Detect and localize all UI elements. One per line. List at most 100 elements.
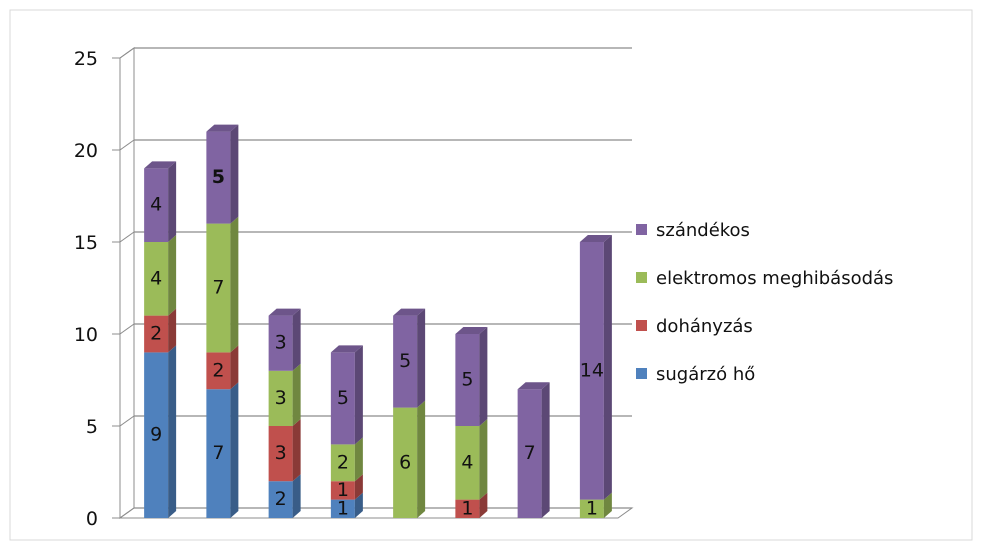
bar-front [268,481,293,518]
bar-front [455,426,480,500]
data-label: 3 [275,332,287,354]
bar-side [168,308,177,353]
gridline-diagonal [119,139,135,151]
data-label: 2 [337,451,349,473]
bar-segment [455,492,488,518]
legend-swatch [636,224,647,235]
legend-label: elektromos meghibásodás [656,268,893,289]
data-label: 1 [337,497,349,519]
y-tick-label: 25 [74,48,98,70]
data-label: 2 [212,359,224,381]
bar-segment [206,124,239,224]
legend-label: dohányzás [656,316,753,337]
y-tick-label: 20 [74,140,98,162]
bar-side [354,492,363,518]
side-wall [119,47,135,519]
data-label: 14 [580,359,604,381]
bar-segment [455,419,488,500]
bar-front [517,389,542,518]
bar-front [579,242,604,500]
bar-front [330,352,355,445]
bar-side [230,345,239,390]
gridline-diagonal [119,507,135,519]
gridline-diagonal [119,323,135,335]
bar-segment [268,474,301,518]
bar-top [455,327,488,334]
bar-front [393,315,418,408]
bar-segment [144,161,177,242]
data-label: 3 [275,442,287,464]
bar-top [206,124,239,132]
data-label: 1 [337,479,349,501]
legend-item: szándékos [636,220,750,241]
bar-front [206,352,231,390]
gridline-diagonal [119,415,135,427]
bar-front [144,242,169,316]
y-tick-label: 5 [86,416,98,438]
legend-item: elektromos meghibásodás [636,268,893,289]
bar-side [354,474,363,500]
bar-front [268,315,293,371]
data-label: 4 [150,267,162,289]
bar-side [230,382,239,518]
data-label: 7 [212,277,224,299]
bar-segment [330,474,363,500]
legend-label: szándékos [656,220,750,241]
bar-segment [455,327,488,426]
data-label: 9 [150,424,162,446]
bar-top [579,235,612,242]
bar-side [541,382,550,518]
bar-front [330,444,355,482]
data-label: 5 [212,166,225,188]
bar-front [206,389,231,518]
legend-swatch [636,368,647,379]
data-label: 3 [275,387,287,409]
data-label: 4 [461,451,473,473]
bar-side [292,474,301,518]
bar-front [393,407,418,518]
bar-front [144,315,169,353]
chart-walls [118,47,634,519]
data-label: 7 [524,442,536,464]
legend-item: sugárzó hő [636,364,755,385]
bar-side [417,308,426,408]
bar-front [206,223,231,353]
data-label: 5 [337,387,349,409]
legend-item: dohányzás [636,316,753,337]
bar-segment [144,308,177,353]
bar-front [579,499,604,518]
bars [144,124,612,518]
bar-segment [268,419,301,482]
bar-side [292,363,301,426]
bar-segment [393,308,426,408]
bar-side [168,161,177,242]
bar-top [517,382,550,390]
bar-top [268,308,301,316]
bar-segment [268,363,301,426]
y-tick-label: 0 [86,508,98,530]
bar-segment [206,216,239,353]
bar-side [603,492,612,518]
data-label: 7 [212,442,224,464]
bar-front [268,370,293,426]
bar-segment [579,235,612,500]
bar-segment [330,492,363,518]
bar-front [330,481,355,500]
bar-top [330,345,363,353]
gridline-diagonal [119,231,135,243]
data-label: 2 [150,323,162,345]
bar-segment [517,382,550,518]
bar-side [479,419,488,500]
bar-segment [206,345,239,390]
data-label: 5 [461,369,473,391]
bar-segment [206,382,239,518]
bar-segment [330,437,363,482]
bar-side [479,327,488,426]
bar-top [144,161,177,169]
legend: szándékos elektromos meghibásodás dohányzá… [636,220,893,385]
bar-side [417,400,426,518]
bar-front [268,426,293,482]
bar-side [292,308,301,371]
y-tick-label: 10 [74,324,98,346]
